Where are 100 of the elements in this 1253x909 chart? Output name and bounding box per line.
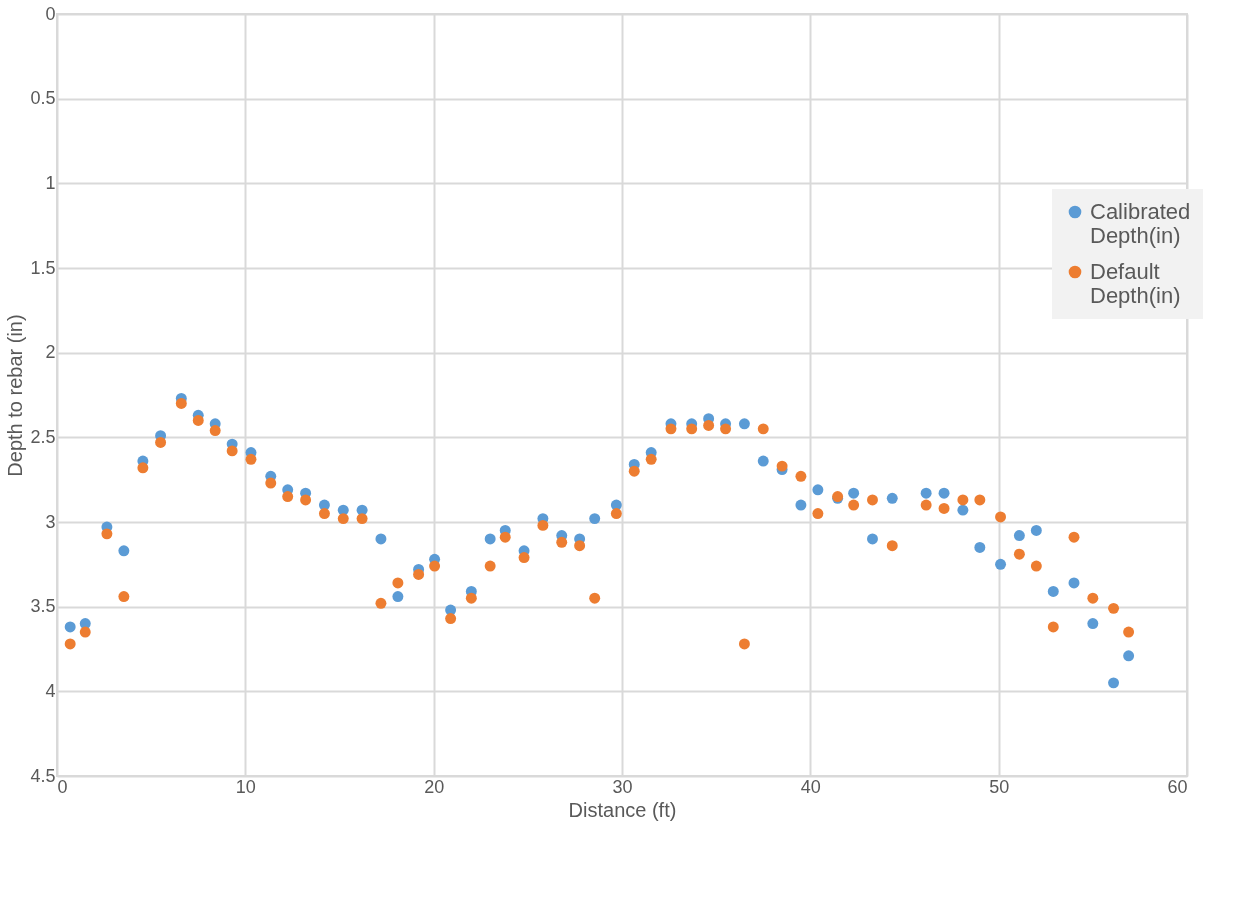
y-tick-label: 0.5 [30,88,56,109]
point [318,508,330,519]
point [282,491,294,503]
point [1030,525,1042,536]
point [445,613,457,624]
point [155,436,167,448]
point [1047,621,1059,633]
point [465,592,477,604]
point [1013,548,1025,560]
point [337,513,349,525]
point [867,533,878,545]
point [867,494,878,506]
point [886,492,898,504]
x-tick-label: 60 [1167,776,1188,797]
point [848,499,860,511]
point [1068,577,1080,589]
point [938,502,950,514]
y-tick-label: 4 [45,680,56,701]
point [245,453,257,465]
point [356,513,368,525]
point [665,423,677,435]
point [812,508,824,519]
point [1087,592,1099,604]
point [848,487,860,499]
point [226,445,238,457]
y-tick-label: 2 [45,342,56,363]
x-tick-label: 20 [424,776,445,797]
x-tick-label: 50 [989,776,1010,797]
point [413,569,425,580]
y-tick-label: 4.5 [30,765,56,786]
point [886,540,898,552]
legend-label: Calibrated Depth(in) [1090,199,1191,248]
point [812,484,824,496]
point [118,591,130,602]
point [499,531,511,543]
point [920,487,932,499]
point [589,513,601,525]
point [64,638,76,650]
point [518,552,530,564]
point [995,558,1007,570]
point [703,420,715,431]
point [628,465,640,477]
point [265,477,277,489]
point [795,499,807,511]
point [209,425,221,437]
point [920,499,932,511]
y-tick-label: 2.5 [30,426,56,447]
point [938,487,950,499]
point [1108,602,1120,614]
y-tick-label: 1 [45,172,56,193]
y-axis-title: Depth to rebar (in) [4,314,27,477]
point [974,494,986,506]
point [484,533,496,545]
point [118,545,130,557]
y-tick-label: 0 [45,3,56,24]
point [610,508,622,519]
point [64,621,76,633]
y-tick-label: 3.5 [30,596,56,617]
point [392,577,404,589]
y-tick-label: 3 [45,511,56,532]
point [738,418,750,430]
point [1068,531,1080,543]
point [757,455,769,467]
point [101,528,113,540]
point [375,533,387,545]
point [645,453,657,465]
y-tick-label: 1.5 [30,257,56,278]
point [137,462,149,474]
point [795,470,807,482]
x-tick-label: 10 [235,776,256,797]
point [484,560,496,572]
point [957,494,969,506]
point [375,597,387,609]
point [79,626,91,638]
point [957,504,969,516]
point [429,560,441,572]
point [574,540,586,552]
point [1030,560,1042,572]
point [974,541,986,553]
x-axis-title: Distance (ft) [568,798,677,821]
point [1108,677,1120,689]
point [192,414,204,426]
point [1013,530,1025,542]
point [300,494,312,506]
point [776,460,788,472]
point [686,423,698,435]
point [175,398,187,409]
point [556,536,568,548]
point [1087,618,1099,630]
point [720,423,732,435]
point [392,591,404,602]
point [589,592,601,604]
point [537,519,549,531]
point [1123,650,1135,662]
legend-label: Default Depth(in) [1090,259,1181,308]
point [995,511,1007,523]
point [1047,585,1059,597]
point [1123,626,1135,638]
x-tick-label: 40 [800,776,821,797]
point [757,423,769,435]
